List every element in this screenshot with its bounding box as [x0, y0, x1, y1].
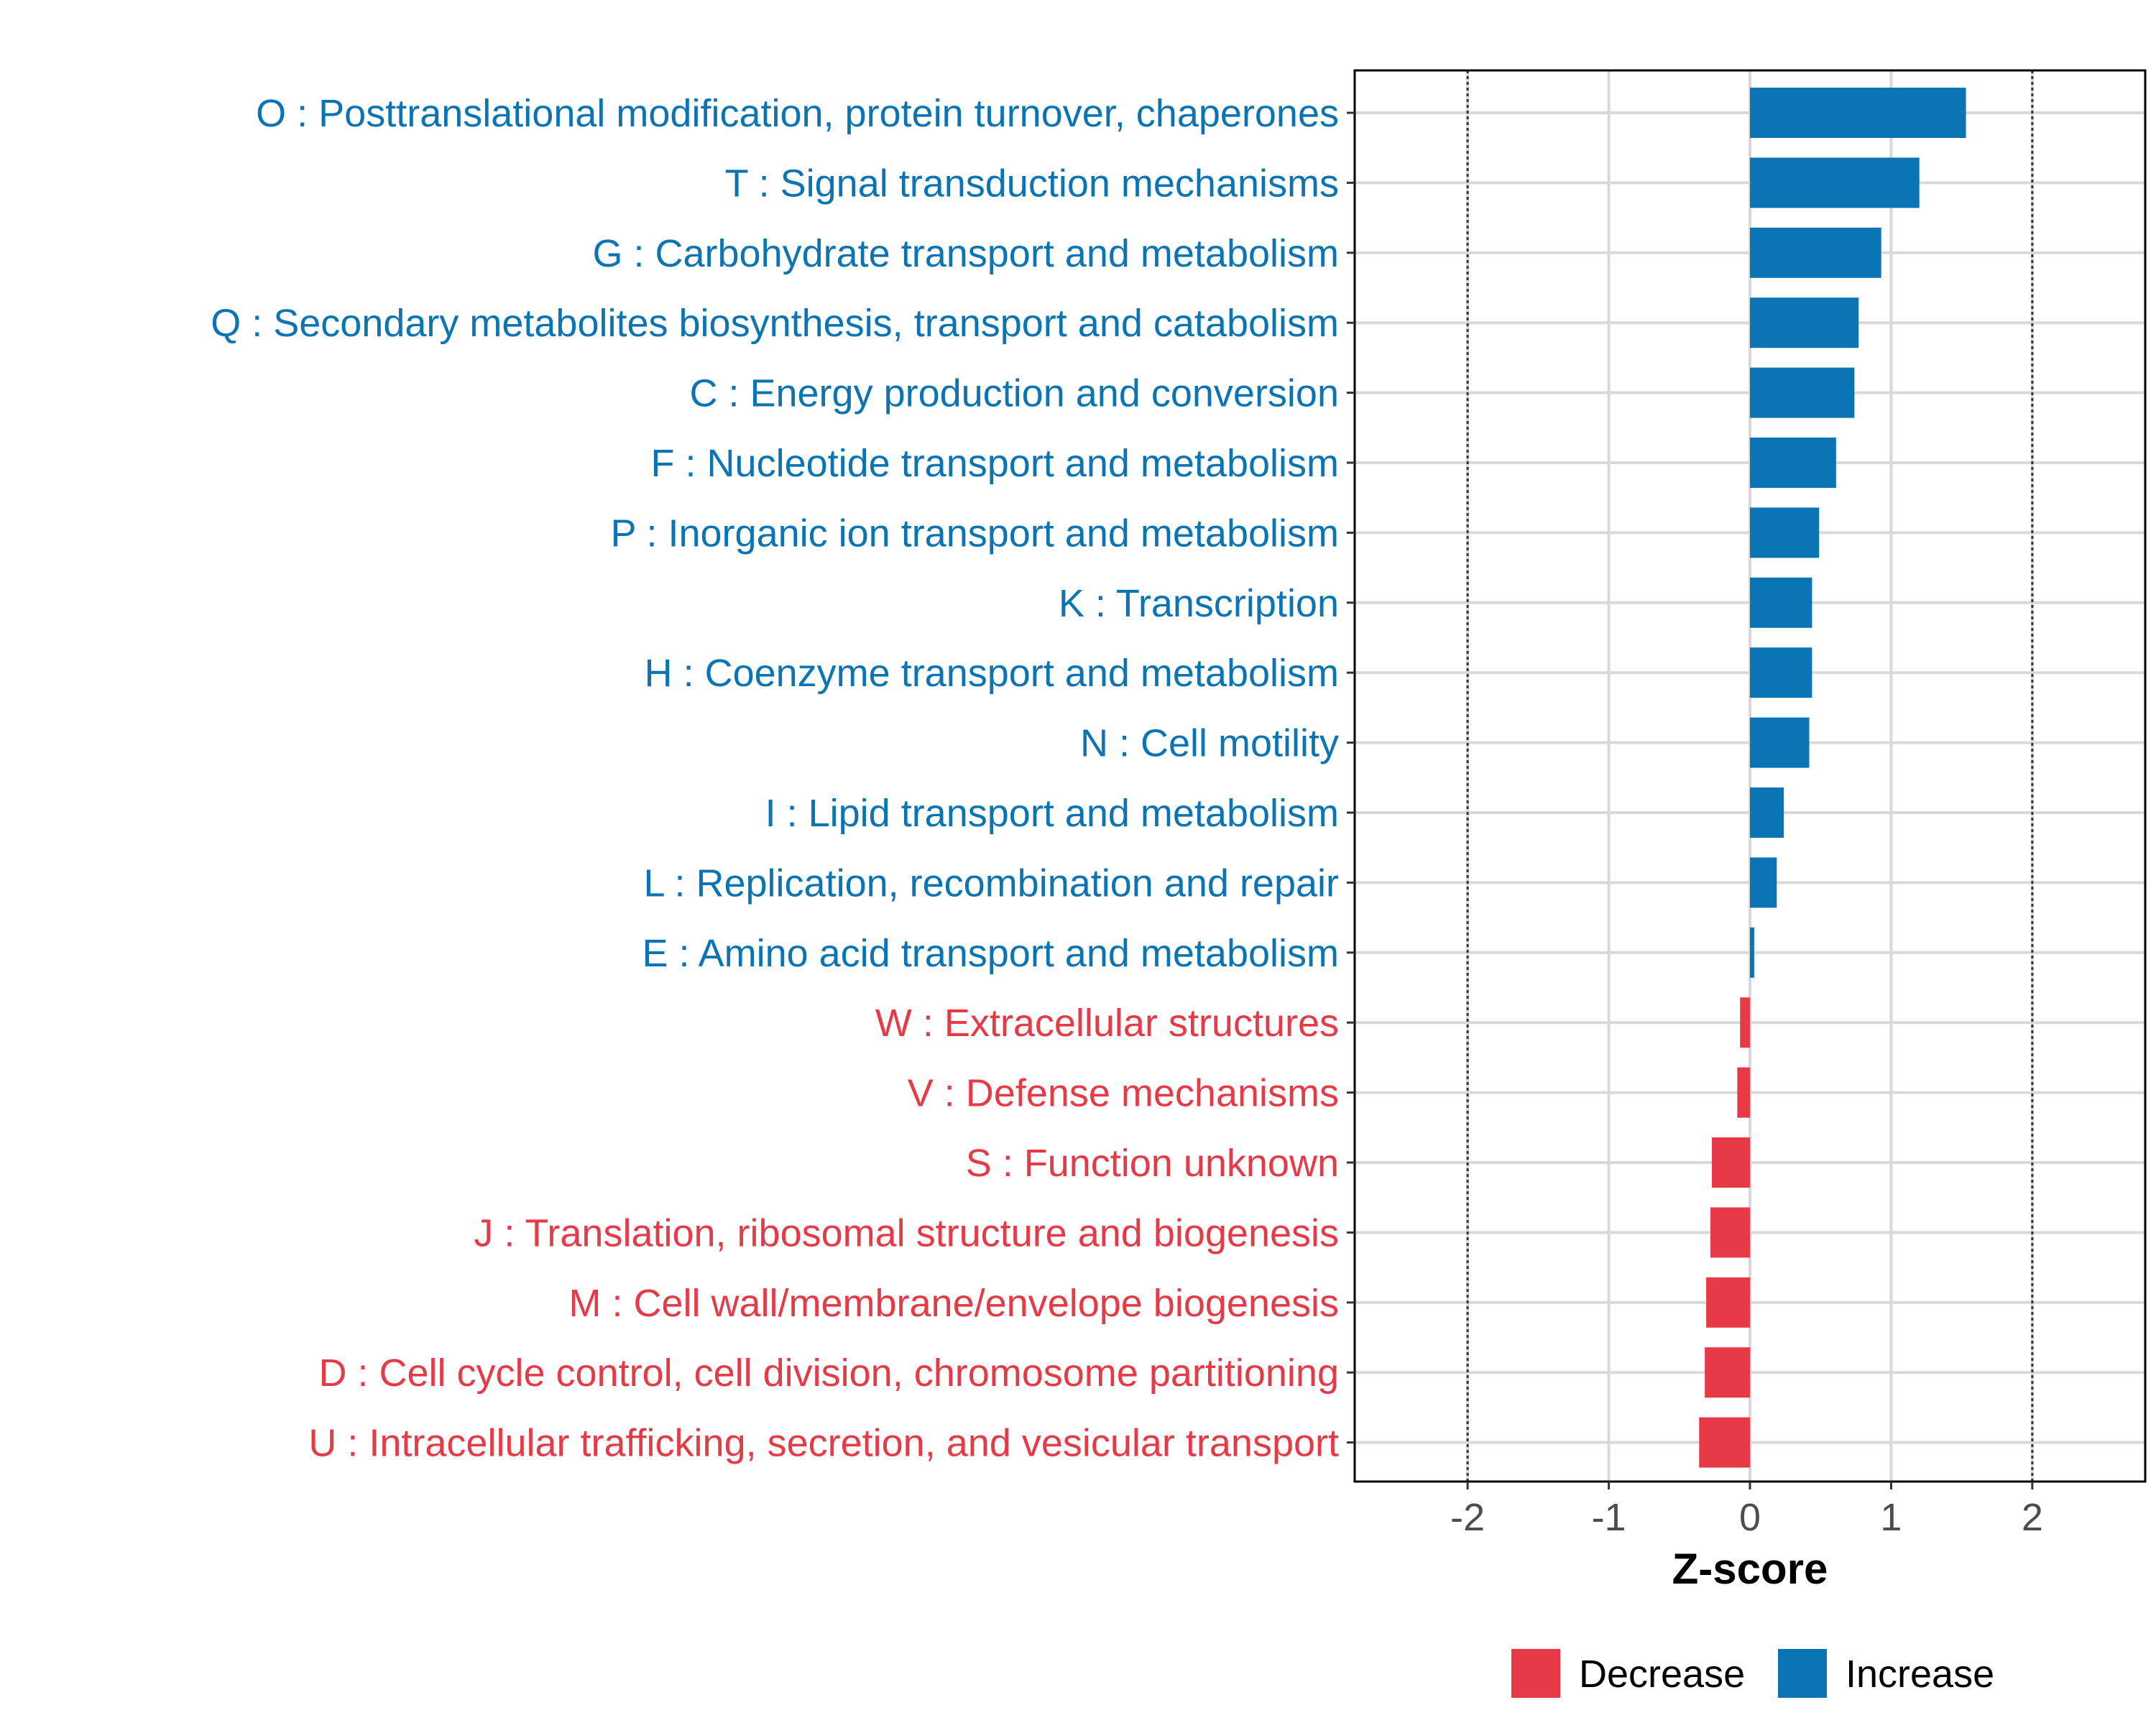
- y-tick-label: E : Amino acid transport and metabolism: [642, 932, 1339, 975]
- bar-decrease: [1710, 1207, 1750, 1258]
- y-tick-label: M : Cell wall/membrane/envelope biogenes…: [568, 1282, 1339, 1325]
- x-tick-label: -1: [1592, 1496, 1626, 1539]
- legend-label-decrease: Decrease: [1579, 1653, 1745, 1696]
- y-tick-label: U : Intracellular trafficking, secretion…: [308, 1422, 1339, 1465]
- y-tick-label: V : Defense mechanisms: [908, 1072, 1339, 1115]
- y-tick-label: L : Replication, recombination and repai…: [643, 861, 1339, 905]
- bar-increase: [1750, 787, 1784, 838]
- bar-increase: [1750, 88, 1966, 138]
- x-tick-label: -2: [1450, 1496, 1485, 1539]
- y-tick-label: Q : Secondary metabolites biosynthesis, …: [211, 302, 1339, 345]
- y-tick-label: S : Function unknown: [966, 1142, 1339, 1185]
- y-tick-label: W : Extracellular structures: [875, 1002, 1339, 1045]
- bar-increase: [1750, 157, 1920, 208]
- bar-decrease: [1711, 1137, 1750, 1188]
- bar-decrease: [1699, 1417, 1750, 1468]
- x-tick-label: 1: [1880, 1496, 1902, 1539]
- grid-layer: [1355, 70, 2145, 1482]
- x-tick-label: 2: [2022, 1496, 2043, 1539]
- bar-increase: [1750, 507, 1820, 558]
- y-tick-label: I : Lipid transport and metabolism: [765, 792, 1339, 835]
- bar-decrease: [1705, 1347, 1750, 1398]
- y-tick-label: T : Signal transduction mechanisms: [725, 162, 1339, 205]
- bar-increase: [1750, 717, 1810, 768]
- x-tick-label: 0: [1739, 1496, 1761, 1539]
- bar-decrease: [1737, 1067, 1750, 1118]
- y-tick-label: J : Translation, ribosomal structure and…: [474, 1211, 1339, 1255]
- bar-layer: [1699, 88, 1966, 1468]
- legend-label-increase: Increase: [1846, 1653, 1994, 1696]
- y-tick-label: N : Cell motility: [1080, 722, 1339, 765]
- y-tick-label: F : Nucleotide transport and metabolism: [651, 442, 1339, 485]
- bar-increase: [1750, 438, 1836, 488]
- y-tick-label: D : Cell cycle control, cell division, c…: [318, 1352, 1339, 1395]
- x-axis-title: Z-score: [1672, 1545, 1828, 1593]
- bar-increase: [1750, 857, 1777, 908]
- legend: Decrease Increase: [1511, 1649, 1994, 1698]
- y-tick-label: G : Carbohydrate transport and metabolis…: [593, 232, 1340, 275]
- bar-increase: [1750, 927, 1754, 978]
- y-tick-label: O : Posttranslational modification, prot…: [256, 92, 1339, 135]
- bar-decrease: [1706, 1277, 1750, 1328]
- bar-increase: [1750, 367, 1855, 418]
- x-axis: -2 -1 0 1 2: [1450, 1482, 2043, 1539]
- bar-increase: [1750, 227, 1881, 278]
- y-tick-label: H : Coenzyme transport and metabolism: [645, 652, 1339, 695]
- legend-swatch-decrease: [1511, 1649, 1560, 1698]
- bar-increase: [1750, 577, 1812, 628]
- y-tick-label: P : Inorganic ion transport and metaboli…: [610, 512, 1339, 555]
- bar-decrease: [1740, 997, 1750, 1048]
- bar-increase: [1750, 297, 1859, 348]
- y-axis: O : Posttranslational modification, prot…: [211, 92, 1355, 1465]
- y-tick-label: C : Energy production and conversion: [689, 372, 1339, 415]
- y-tick-label: K : Transcription: [1059, 582, 1339, 625]
- legend-swatch-increase: [1778, 1649, 1827, 1698]
- bar-increase: [1750, 647, 1812, 698]
